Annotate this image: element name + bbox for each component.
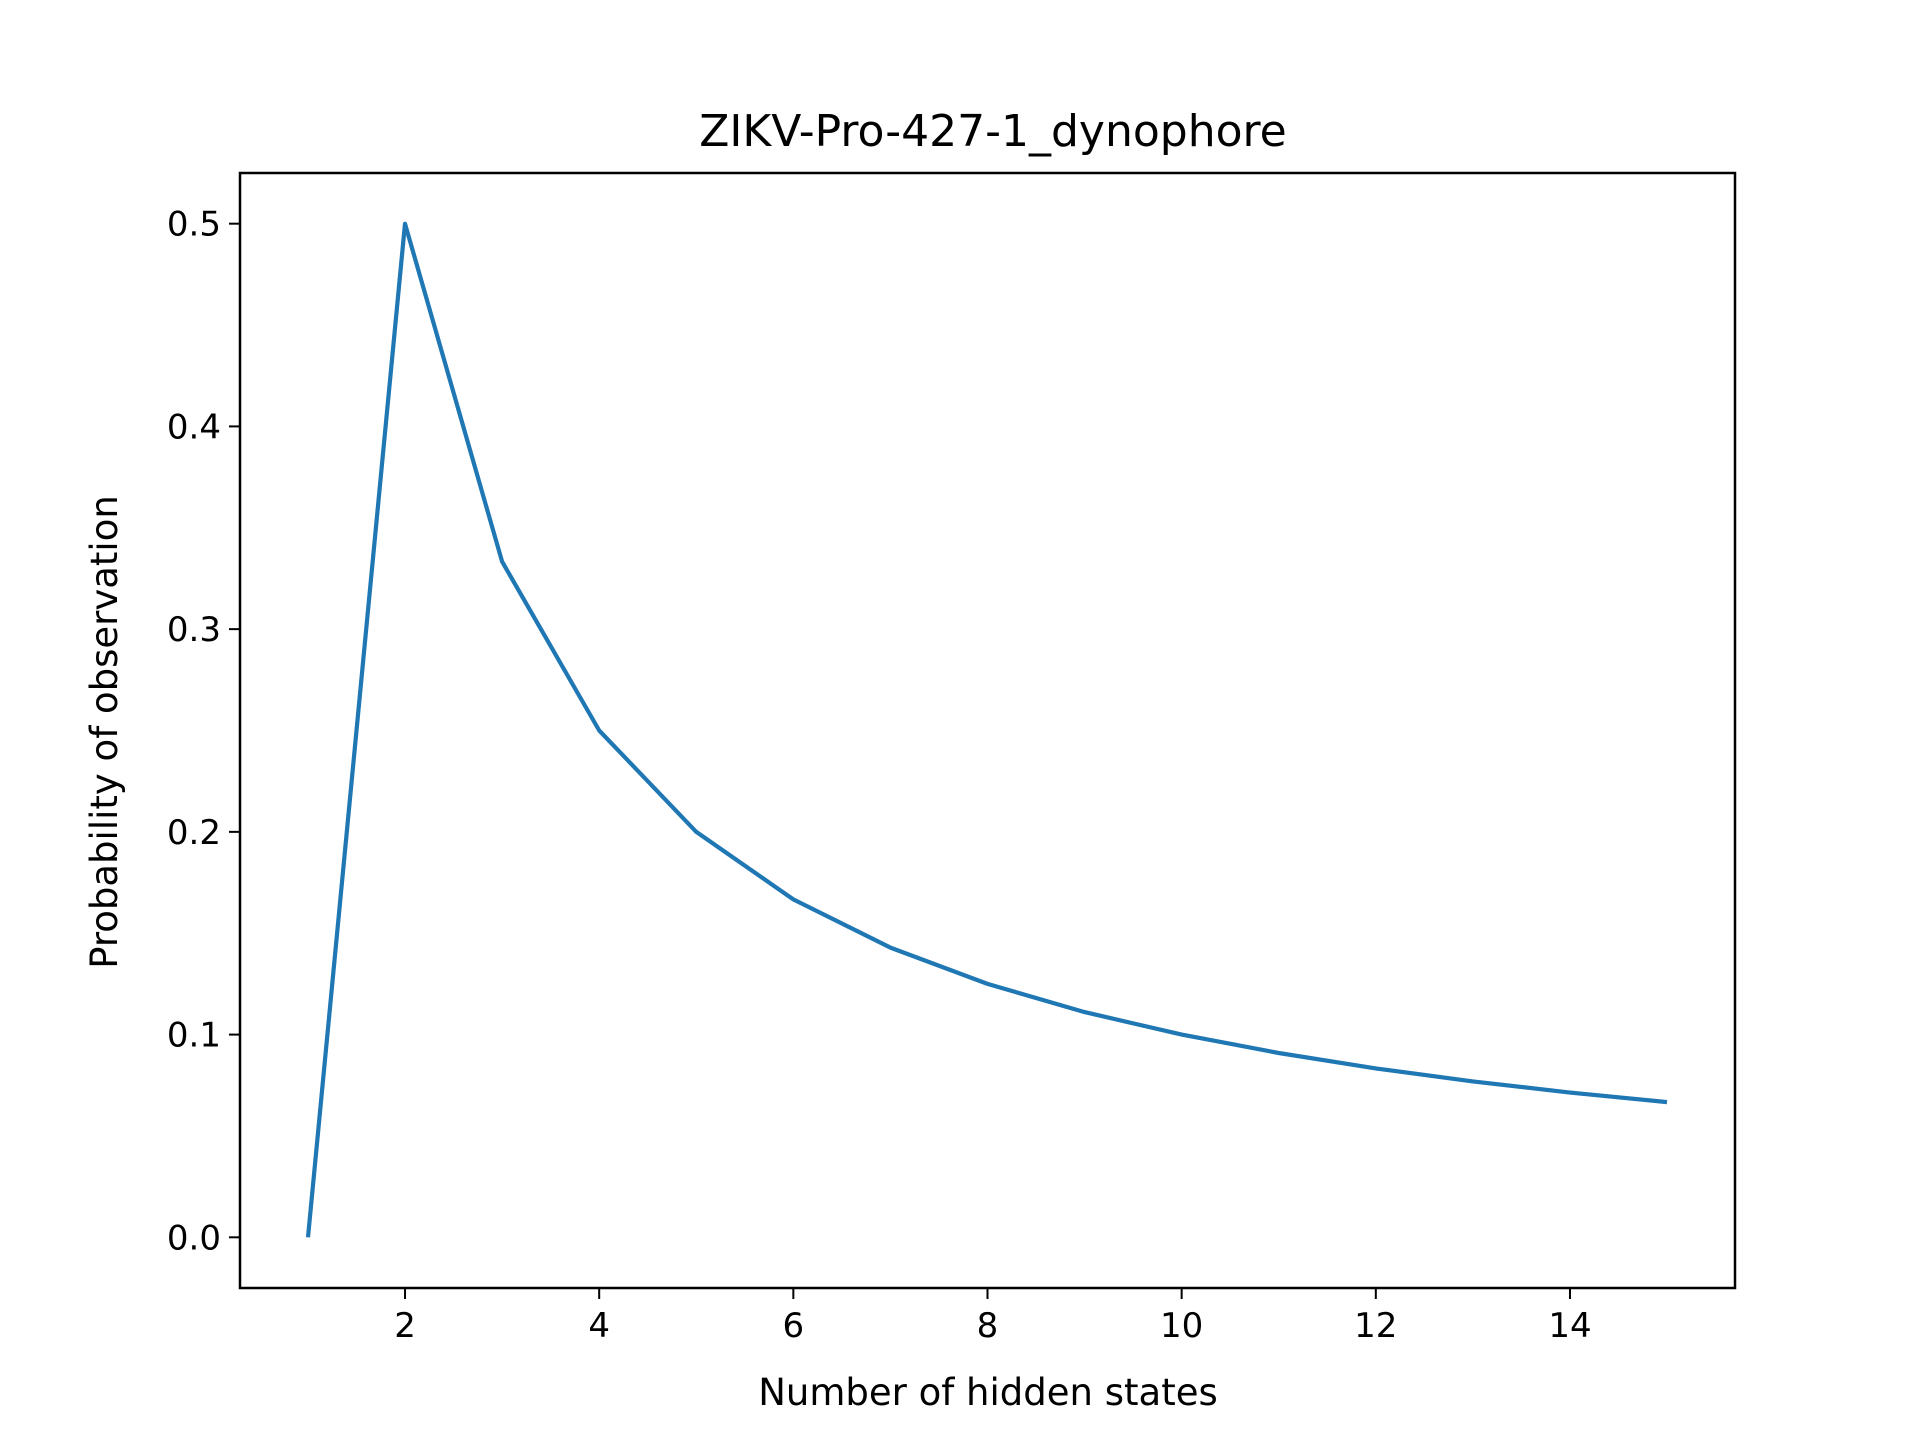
y-tick-label: 0.4 [167, 407, 221, 447]
x-tick-label: 4 [588, 1306, 610, 1346]
x-tick-label: 14 [1548, 1306, 1591, 1346]
plot-area [238, 171, 1737, 1290]
y-axis-label: Probability of observation [83, 495, 126, 969]
series-layer [305, 221, 1668, 1238]
y-axis: 0.0 0.1 0.2 0.3 0.4 0.5 [167, 205, 240, 1258]
y-tick-label: 0.3 [167, 610, 221, 650]
chart-title: ZIKV-Pro-427-1_dynophore [699, 106, 1286, 157]
x-axis-label: Number of hidden states [758, 1371, 1218, 1414]
x-tick-label: 2 [394, 1306, 416, 1346]
x-tick-label: 10 [1160, 1306, 1203, 1346]
y-tick-label: 0.0 [167, 1218, 221, 1258]
x-tick-label: 8 [977, 1306, 999, 1346]
y-tick-label: 0.2 [167, 813, 221, 853]
y-tick-label: 0.5 [167, 205, 221, 245]
series-line [305, 221, 1668, 1238]
x-tick-label: 12 [1354, 1306, 1397, 1346]
y-tick-label: 0.1 [167, 1016, 221, 1056]
x-tick-label: 6 [783, 1306, 805, 1346]
x-axis: 2 4 6 8 10 12 14 [394, 1288, 1592, 1346]
